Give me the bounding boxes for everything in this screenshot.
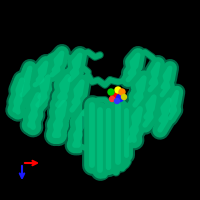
Circle shape <box>116 95 124 102</box>
Circle shape <box>115 87 121 93</box>
Circle shape <box>122 95 127 99</box>
Circle shape <box>114 98 120 104</box>
Circle shape <box>110 97 114 102</box>
Circle shape <box>108 89 114 95</box>
Circle shape <box>111 91 119 99</box>
Circle shape <box>119 89 125 95</box>
